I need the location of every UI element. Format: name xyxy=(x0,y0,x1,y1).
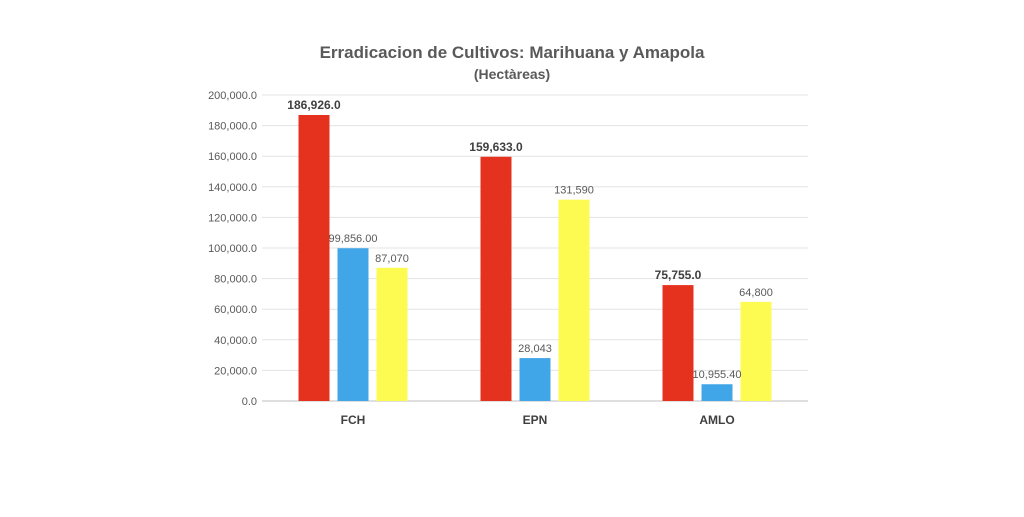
data-label: 10,955.40 xyxy=(693,369,742,381)
y-tick-label: 140,000.0 xyxy=(208,182,257,194)
y-axis-ticks: 0.0 20,000.0 40,000.0 60,000.0 80,000.0 100,0… xyxy=(208,90,257,408)
bar xyxy=(480,156,512,401)
data-labels: 186,926.0 99,856.00 87,070 159,633.0 28,043 1… xyxy=(287,98,773,381)
chart-subtitle: (Hectàreas) xyxy=(474,66,550,82)
y-tick-label: 200,000.0 xyxy=(208,90,257,102)
data-label: 131,590 xyxy=(554,185,594,197)
data-label: 87,070 xyxy=(375,253,409,265)
y-tick-label: 20,000.0 xyxy=(214,365,257,377)
data-label: 99,856.00 xyxy=(329,233,378,245)
chart-title: Erradicacion de Cultivos: Marihuana y Am… xyxy=(320,43,705,62)
y-tick-label: 80,000.0 xyxy=(214,274,257,286)
bar xyxy=(558,199,590,401)
x-category-label: AMLO xyxy=(699,413,734,427)
bar xyxy=(337,248,369,401)
bar xyxy=(740,301,772,401)
bar xyxy=(298,115,330,401)
x-category-label: EPN xyxy=(523,413,548,427)
data-label: 159,633.0 xyxy=(469,140,523,154)
bar xyxy=(662,285,694,401)
y-tick-label: 0.0 xyxy=(242,396,257,408)
data-label: 186,926.0 xyxy=(287,98,341,112)
x-axis-categories: FCH EPN AMLO xyxy=(341,413,735,427)
y-tick-label: 180,000.0 xyxy=(208,121,257,133)
data-label: 28,043 xyxy=(518,343,552,355)
bars xyxy=(298,115,772,401)
y-tick-label: 120,000.0 xyxy=(208,212,257,224)
bar xyxy=(376,267,408,401)
y-tick-label: 40,000.0 xyxy=(214,335,257,347)
y-tick-label: 100,000.0 xyxy=(208,243,257,255)
data-label: 75,755.0 xyxy=(655,268,702,282)
bar xyxy=(519,358,551,401)
bar xyxy=(701,384,733,401)
y-tick-label: 160,000.0 xyxy=(208,151,257,163)
x-category-label: FCH xyxy=(341,413,366,427)
data-label: 64,800 xyxy=(739,287,773,299)
y-tick-label: 60,000.0 xyxy=(214,304,257,316)
